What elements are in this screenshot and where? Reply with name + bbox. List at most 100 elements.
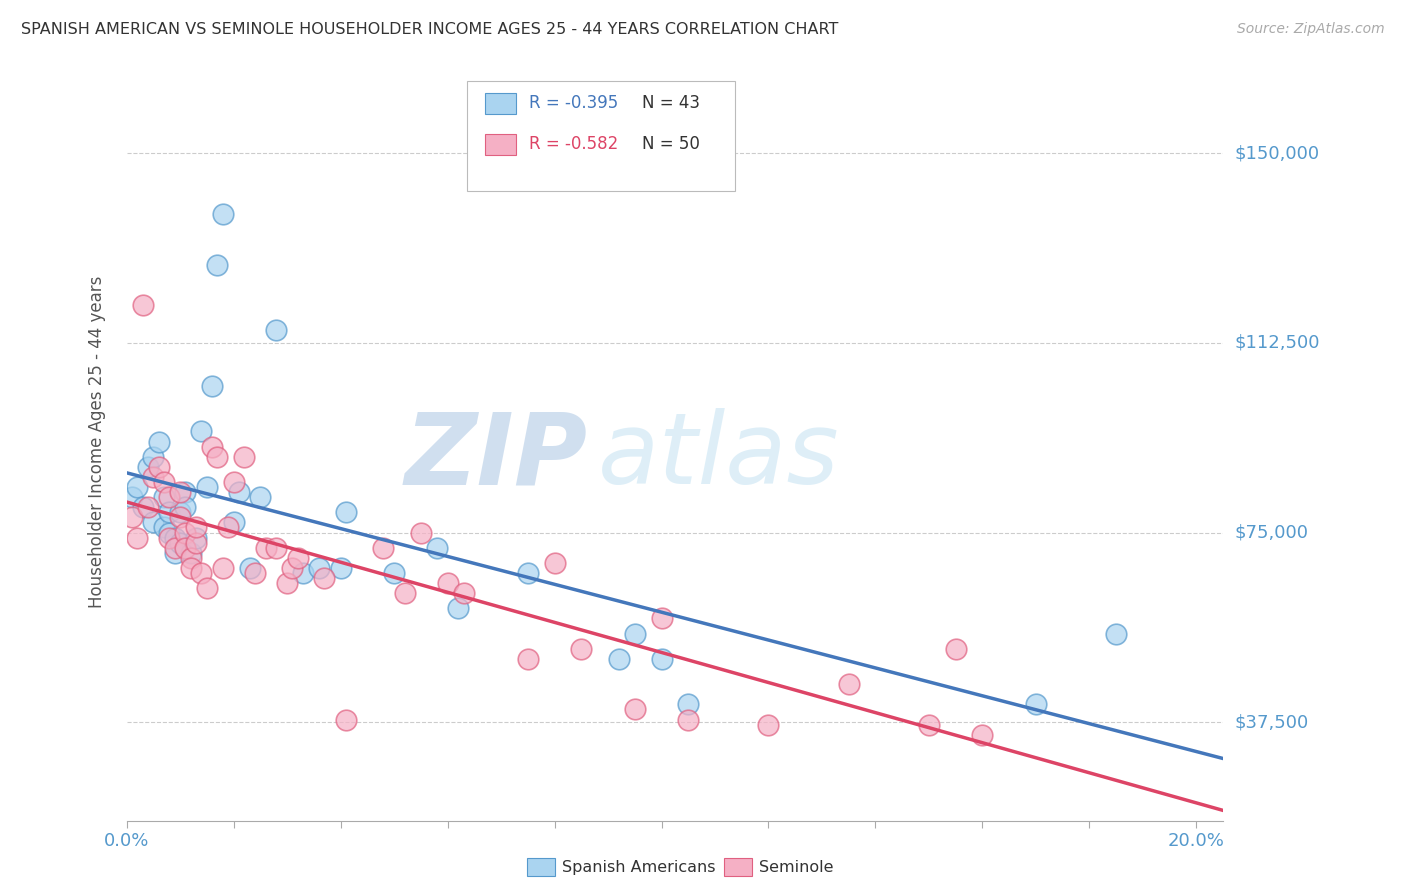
Text: $75,000: $75,000 bbox=[1234, 524, 1309, 541]
Point bbox=[127, 480, 149, 494]
Point bbox=[266, 323, 288, 337]
Point bbox=[131, 298, 153, 312]
Point bbox=[453, 586, 475, 600]
Point bbox=[650, 611, 672, 625]
Point bbox=[426, 541, 449, 555]
Point bbox=[254, 541, 277, 555]
Point bbox=[121, 490, 143, 504]
Point bbox=[131, 500, 153, 515]
Point bbox=[516, 566, 538, 580]
Bar bbox=[485, 93, 516, 114]
Point bbox=[329, 561, 352, 575]
Point bbox=[157, 490, 180, 504]
Point bbox=[174, 541, 197, 555]
Point bbox=[217, 520, 239, 534]
Point bbox=[650, 652, 672, 666]
Point bbox=[281, 561, 304, 575]
Point bbox=[174, 525, 197, 540]
FancyBboxPatch shape bbox=[467, 81, 735, 191]
Point bbox=[382, 566, 405, 580]
Text: $150,000: $150,000 bbox=[1234, 145, 1319, 162]
Point bbox=[201, 379, 224, 393]
Point bbox=[758, 717, 780, 731]
Point bbox=[148, 434, 170, 449]
Point bbox=[163, 546, 186, 560]
Point bbox=[678, 713, 700, 727]
Text: $112,500: $112,500 bbox=[1234, 334, 1320, 352]
Point bbox=[335, 713, 357, 727]
Point bbox=[222, 516, 245, 530]
Text: Spanish Americans: Spanish Americans bbox=[562, 861, 716, 875]
Point bbox=[184, 520, 207, 534]
Point bbox=[136, 459, 159, 474]
Point bbox=[276, 576, 298, 591]
Text: $37,500: $37,500 bbox=[1234, 713, 1309, 731]
Text: ZIP: ZIP bbox=[404, 409, 588, 505]
Point bbox=[1025, 698, 1047, 712]
Point bbox=[211, 561, 233, 575]
Point bbox=[163, 541, 186, 555]
Point bbox=[195, 480, 218, 494]
Point bbox=[180, 561, 202, 575]
Point bbox=[838, 677, 860, 691]
Point bbox=[516, 652, 538, 666]
Point bbox=[153, 475, 176, 489]
Point bbox=[623, 626, 645, 640]
Point bbox=[207, 450, 229, 464]
Point bbox=[623, 702, 645, 716]
Point bbox=[373, 541, 395, 555]
Text: Seminole: Seminole bbox=[759, 861, 834, 875]
Point bbox=[211, 207, 233, 221]
Point bbox=[249, 490, 271, 504]
Point bbox=[169, 535, 191, 549]
Point bbox=[409, 525, 432, 540]
Point bbox=[153, 490, 176, 504]
Point bbox=[163, 531, 186, 545]
Point bbox=[239, 561, 262, 575]
Bar bbox=[485, 134, 516, 155]
Point bbox=[292, 566, 315, 580]
Point bbox=[243, 566, 266, 580]
Point bbox=[972, 728, 994, 742]
Point bbox=[201, 440, 224, 454]
Point bbox=[207, 258, 229, 272]
Point bbox=[222, 475, 245, 489]
Point bbox=[195, 581, 218, 595]
Point bbox=[190, 566, 212, 580]
Point bbox=[142, 450, 165, 464]
Point bbox=[335, 505, 357, 519]
Text: atlas: atlas bbox=[598, 409, 839, 505]
Point bbox=[228, 485, 250, 500]
Point bbox=[1105, 626, 1128, 640]
Point bbox=[174, 500, 197, 515]
Text: N = 43: N = 43 bbox=[643, 95, 700, 112]
Text: R = -0.582: R = -0.582 bbox=[529, 136, 619, 153]
Point bbox=[287, 550, 309, 565]
Point bbox=[169, 505, 191, 519]
Point bbox=[184, 535, 207, 549]
Point bbox=[266, 541, 288, 555]
Point bbox=[157, 505, 180, 519]
Point bbox=[136, 500, 159, 515]
Point bbox=[918, 717, 941, 731]
Point bbox=[569, 641, 592, 656]
Point bbox=[184, 531, 207, 545]
Point bbox=[447, 601, 470, 615]
Text: R = -0.395: R = -0.395 bbox=[529, 95, 619, 112]
Point bbox=[153, 520, 176, 534]
Point bbox=[157, 531, 180, 545]
Point bbox=[121, 510, 143, 524]
Point bbox=[180, 546, 202, 560]
Point bbox=[127, 531, 149, 545]
Point bbox=[607, 652, 630, 666]
Point bbox=[314, 571, 336, 585]
Point bbox=[142, 470, 165, 484]
Point bbox=[233, 450, 256, 464]
Point bbox=[436, 576, 458, 591]
Point bbox=[174, 485, 197, 500]
Y-axis label: Householder Income Ages 25 - 44 years: Householder Income Ages 25 - 44 years bbox=[87, 276, 105, 607]
Point bbox=[678, 698, 700, 712]
Point bbox=[180, 550, 202, 565]
Point bbox=[394, 586, 416, 600]
Point bbox=[142, 516, 165, 530]
